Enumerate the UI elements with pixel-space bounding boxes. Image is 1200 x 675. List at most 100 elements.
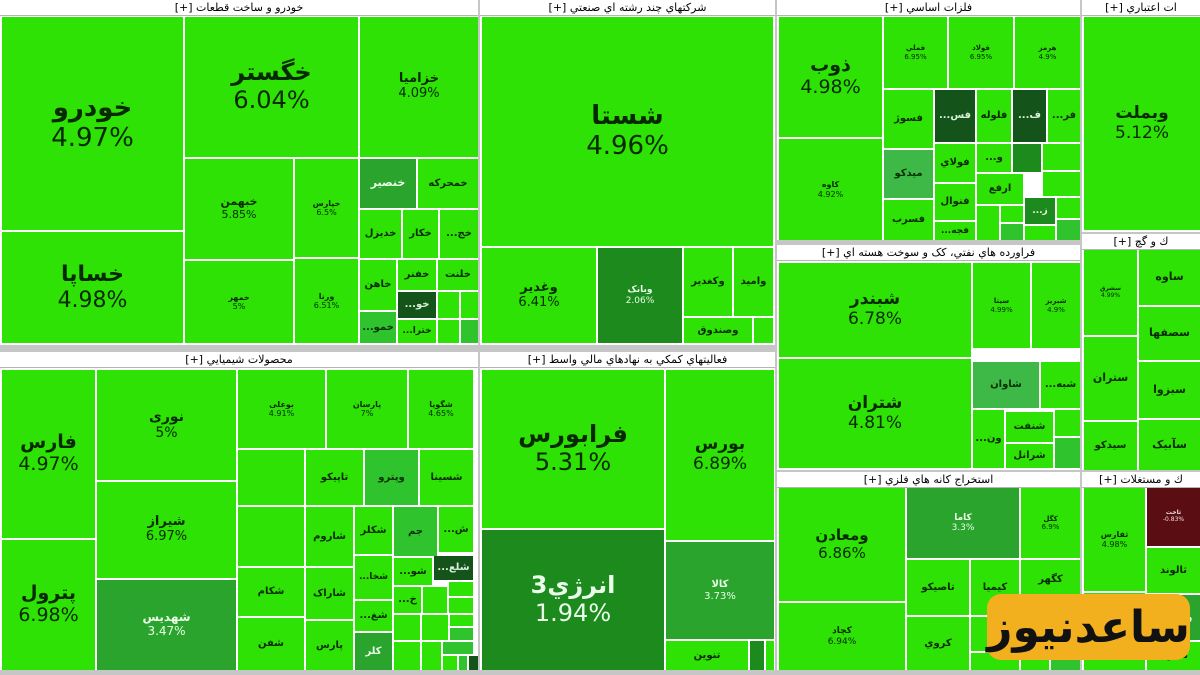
treemap-tile[interactable]: [443, 642, 473, 654]
treemap-tile[interactable]: [461, 292, 478, 318]
treemap-tile[interactable]: وبملت 5.12%: [1084, 17, 1200, 230]
treemap-tile[interactable]: [450, 628, 473, 640]
treemap-tile[interactable]: فر...: [1048, 90, 1080, 142]
treemap-tile[interactable]: فملي 6.95%: [884, 17, 947, 88]
treemap-tile[interactable]: هرمز 4.9%: [1015, 17, 1080, 88]
treemap-tile[interactable]: وصندوق: [684, 318, 752, 343]
treemap-tile[interactable]: ف...: [1013, 90, 1046, 142]
treemap-tile[interactable]: شاوان: [973, 362, 1039, 408]
treemap-tile[interactable]: شو...: [394, 558, 432, 585]
treemap-tile[interactable]: خج...: [440, 210, 478, 258]
treemap-tile[interactable]: فسوژ: [884, 90, 933, 148]
treemap-tile[interactable]: [1055, 410, 1080, 436]
treemap-tile[interactable]: تنوین: [666, 641, 748, 670]
treemap-tile[interactable]: خمحرکه: [418, 159, 478, 208]
sector-header[interactable]: شرکتهاي چند رشته اي صنعتي [+]: [480, 0, 775, 16]
sector-header[interactable]: فلزات اساسي [+]: [777, 0, 1080, 16]
treemap-tile[interactable]: وکغدیر: [684, 248, 732, 316]
treemap-tile[interactable]: فلوله: [977, 90, 1011, 142]
treemap-tile[interactable]: [450, 615, 473, 626]
treemap-tile[interactable]: خ...: [394, 587, 421, 613]
treemap-tile[interactable]: [438, 320, 459, 343]
treemap-tile[interactable]: فارس 4.97%: [2, 370, 95, 538]
treemap-tile[interactable]: خلنت: [438, 260, 478, 290]
treemap-tile[interactable]: [1055, 438, 1080, 468]
treemap-tile[interactable]: [1001, 206, 1023, 222]
sector-header[interactable]: ك و گچ [+]: [1082, 234, 1200, 250]
sector-header[interactable]: محصولات شيميايي [+]: [0, 352, 478, 368]
treemap-tile[interactable]: کچاد 6.94%: [779, 603, 905, 670]
sector-header[interactable]: ك و مستغلات [+]: [1082, 472, 1200, 488]
treemap-tile[interactable]: شهدیس 3.47%: [97, 580, 236, 670]
treemap-tile[interactable]: خمهر 5%: [185, 261, 293, 343]
treemap-tile[interactable]: شنفت: [1006, 412, 1053, 442]
treemap-tile[interactable]: سیتا 4.99%: [973, 263, 1030, 348]
treemap-tile[interactable]: خنصیر: [360, 159, 416, 208]
sector-header[interactable]: ات اعتباري [+]: [1082, 0, 1200, 16]
treemap-tile[interactable]: خفنر: [398, 260, 436, 290]
treemap-tile[interactable]: [1057, 220, 1080, 240]
treemap-tile[interactable]: خودرو 4.97%: [2, 17, 183, 230]
treemap-tile[interactable]: جم: [394, 507, 437, 556]
treemap-tile[interactable]: [1025, 226, 1055, 240]
treemap-tile[interactable]: شاروم: [306, 507, 353, 566]
treemap-tile[interactable]: وغدیر 6.41%: [482, 248, 596, 343]
sector-header[interactable]: خودرو و ساخت قطعات [+]: [0, 0, 478, 16]
treemap-tile[interactable]: شگویا 4.65%: [409, 370, 473, 448]
treemap-tile[interactable]: [394, 615, 420, 640]
treemap-tile[interactable]: [422, 642, 441, 670]
treemap-tile[interactable]: [469, 656, 478, 670]
treemap-tile[interactable]: شخا...: [355, 556, 392, 599]
treemap-tile[interactable]: [443, 656, 457, 670]
treemap-tile[interactable]: خترا...: [398, 320, 436, 343]
treemap-tile[interactable]: شفن: [238, 618, 304, 670]
sector-header[interactable]: استخراج کانه هاي فلزي [+]: [777, 472, 1080, 488]
treemap-tile[interactable]: [754, 318, 773, 343]
treemap-tile[interactable]: خدیزل: [360, 210, 401, 258]
treemap-tile[interactable]: کگهر: [1021, 560, 1080, 600]
treemap-tile[interactable]: خو...: [398, 292, 436, 318]
treemap-tile[interactable]: شبه...: [1041, 362, 1080, 408]
treemap-tile[interactable]: ساوه: [1139, 250, 1200, 305]
treemap-tile[interactable]: بوعلی 4.91%: [238, 370, 325, 448]
treemap-tile[interactable]: شکام: [238, 568, 304, 616]
treemap-tile[interactable]: فولاي: [935, 144, 975, 182]
treemap-tile[interactable]: ثاخت -0.83%: [1147, 488, 1200, 546]
treemap-tile[interactable]: وبانک 2.06%: [598, 248, 682, 343]
treemap-tile[interactable]: [1057, 198, 1080, 218]
treemap-tile[interactable]: پارس: [306, 621, 353, 670]
treemap-tile[interactable]: [238, 450, 304, 505]
treemap-tile[interactable]: شاراک: [306, 568, 353, 619]
treemap-tile[interactable]: شلع...: [434, 556, 473, 580]
treemap-tile[interactable]: خساپا 4.98%: [2, 232, 183, 343]
treemap-tile[interactable]: فجه...: [935, 222, 975, 240]
treemap-tile[interactable]: شکلر: [355, 507, 392, 554]
treemap-tile[interactable]: ز...: [1025, 198, 1055, 224]
treemap-tile[interactable]: فسرب: [884, 200, 933, 240]
treemap-tile[interactable]: خگستر 6.04%: [185, 17, 358, 157]
treemap-tile[interactable]: شغ...: [355, 601, 392, 631]
treemap-tile[interactable]: [422, 615, 448, 640]
treemap-tile[interactable]: کروي: [907, 617, 969, 670]
treemap-tile[interactable]: شبریز 4.9%: [1032, 263, 1080, 348]
treemap-tile[interactable]: [461, 320, 478, 343]
treemap-tile[interactable]: بورس 6.89%: [666, 370, 774, 540]
treemap-tile[interactable]: ستران: [1084, 337, 1137, 420]
treemap-tile[interactable]: خکار: [403, 210, 438, 258]
sector-header[interactable]: فراورده هاي نفتي، کک و سوخت هسته اي [+]: [777, 245, 1080, 261]
treemap-tile[interactable]: خبهمن 5.85%: [185, 159, 293, 259]
treemap-tile[interactable]: کاوه 4.92%: [779, 139, 882, 240]
treemap-tile[interactable]: وپترو: [365, 450, 418, 505]
treemap-tile[interactable]: کاما 3.3%: [907, 488, 1019, 558]
treemap-tile[interactable]: سشرق 4.99%: [1084, 250, 1137, 335]
treemap-tile[interactable]: نوری 5%: [97, 370, 236, 480]
treemap-tile[interactable]: سیدکو: [1084, 422, 1137, 470]
treemap-tile[interactable]: سصفها: [1139, 307, 1200, 360]
treemap-tile[interactable]: خمو...: [360, 312, 396, 343]
treemap-tile[interactable]: فولاد 6.95%: [949, 17, 1013, 88]
treemap-tile[interactable]: [750, 641, 764, 670]
treemap-tile[interactable]: فنوال: [935, 184, 975, 220]
treemap-tile[interactable]: سبزوا: [1139, 362, 1200, 418]
treemap-tile[interactable]: پارسان 7%: [327, 370, 407, 448]
treemap-tile[interactable]: ون...: [973, 410, 1004, 468]
